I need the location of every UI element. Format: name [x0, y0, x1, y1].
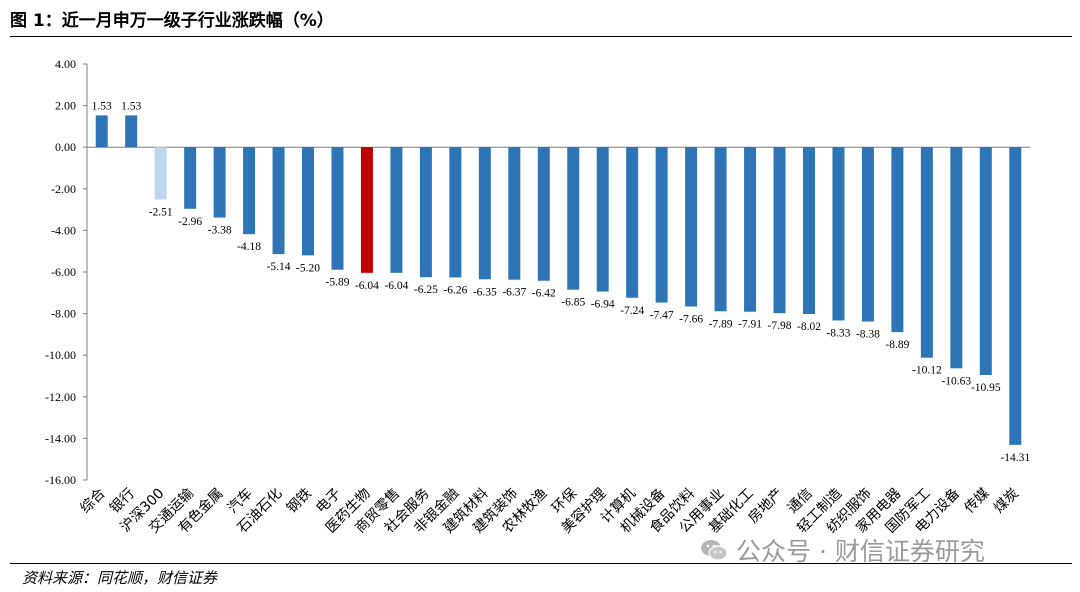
bar [478, 147, 491, 280]
data-label: -8.02 [797, 321, 821, 333]
bar [508, 147, 521, 280]
y-tick-label: -14.00 [45, 431, 76, 445]
bar [685, 147, 698, 307]
bar [537, 147, 550, 281]
data-label: -3.38 [208, 225, 232, 237]
y-tick-label: -10.00 [45, 348, 76, 362]
y-tick-label: -2.00 [51, 182, 76, 196]
data-label: -4.18 [237, 241, 261, 253]
bar [626, 147, 639, 298]
data-label: -7.89 [709, 318, 733, 330]
category-label: 钢铁 [284, 486, 315, 517]
bar [655, 147, 668, 303]
watermark-text: 公众号 · 财信证券研究 [736, 537, 985, 566]
data-label: -10.95 [971, 382, 1001, 394]
bar [802, 147, 815, 315]
data-label: 1.53 [121, 100, 141, 112]
bar [360, 147, 373, 273]
bar [390, 147, 403, 273]
data-label: -6.04 [355, 280, 379, 292]
data-label: -6.42 [532, 288, 556, 300]
bar [213, 147, 226, 218]
bar [567, 147, 580, 290]
bar [125, 115, 138, 148]
bar [714, 147, 727, 312]
y-tick-label: 4.00 [55, 57, 76, 71]
data-label: -8.38 [856, 329, 880, 341]
data-label: -7.66 [679, 314, 703, 326]
y-tick-label: -6.00 [51, 265, 76, 279]
data-label: -2.51 [149, 206, 173, 218]
data-label: -8.89 [885, 339, 909, 351]
bar [419, 147, 432, 278]
bar [950, 147, 963, 369]
data-label: -7.24 [620, 305, 644, 317]
data-label: -6.94 [591, 299, 615, 311]
y-tick-label: -12.00 [45, 390, 76, 404]
data-label: -6.25 [414, 284, 438, 296]
data-label: -6.85 [561, 297, 585, 309]
data-label: -2.96 [178, 216, 202, 228]
source-note: 资料来源：同花顺，财信证券 [22, 569, 218, 587]
data-label: -6.37 [502, 287, 526, 299]
bar [891, 147, 904, 333]
category-label: 综合 [77, 486, 108, 517]
bar [184, 147, 197, 209]
bar [331, 147, 344, 270]
figure-title: 图 1：近一月申万一级子行业涨跌幅（%） [10, 11, 334, 31]
bar [744, 147, 757, 312]
y-tick-label: -8.00 [51, 307, 76, 321]
bar [302, 147, 315, 256]
y-tick-label: -16.00 [45, 473, 76, 487]
data-label: -7.98 [768, 320, 792, 332]
y-tick-label: -4.00 [51, 223, 76, 237]
data-label: -10.12 [912, 365, 942, 377]
data-label: -6.26 [443, 284, 467, 296]
data-label: -8.33 [826, 327, 850, 339]
data-label: -6.35 [473, 286, 497, 298]
data-label: -7.47 [650, 310, 674, 322]
data-label: -7.91 [738, 319, 762, 331]
bar [1009, 147, 1022, 445]
category-label: 传媒 [962, 486, 993, 517]
bottom-rule [10, 563, 1072, 564]
data-label: -14.31 [1000, 452, 1030, 464]
bar [95, 115, 108, 148]
wechat-icon [701, 540, 728, 561]
data-label: -5.89 [326, 277, 350, 289]
top-rule [10, 36, 1072, 37]
bar [243, 147, 256, 235]
y-tick-label: 0.00 [55, 140, 76, 154]
category-label: 煤炭 [991, 486, 1022, 517]
data-label: -5.20 [296, 262, 320, 274]
bar [773, 147, 786, 314]
bar [979, 147, 992, 375]
y-tick-label: 2.00 [55, 99, 76, 113]
data-label: -5.14 [267, 261, 291, 273]
data-label: 1.53 [92, 100, 112, 112]
bar [449, 147, 462, 278]
bar [861, 147, 874, 322]
bar [596, 147, 609, 292]
bar-chart: 4.00 2.00 0.00 -2.00 -4.00 -6.00 -8.00 -10.00 -1… [45, 57, 1030, 536]
watermark: 公众号 · 财信证券研究 [700, 532, 985, 568]
bar [154, 147, 167, 200]
bar [272, 147, 285, 255]
bar [832, 147, 845, 321]
data-label: -6.04 [384, 280, 408, 292]
bar [920, 147, 933, 358]
data-label: -10.63 [941, 375, 971, 387]
